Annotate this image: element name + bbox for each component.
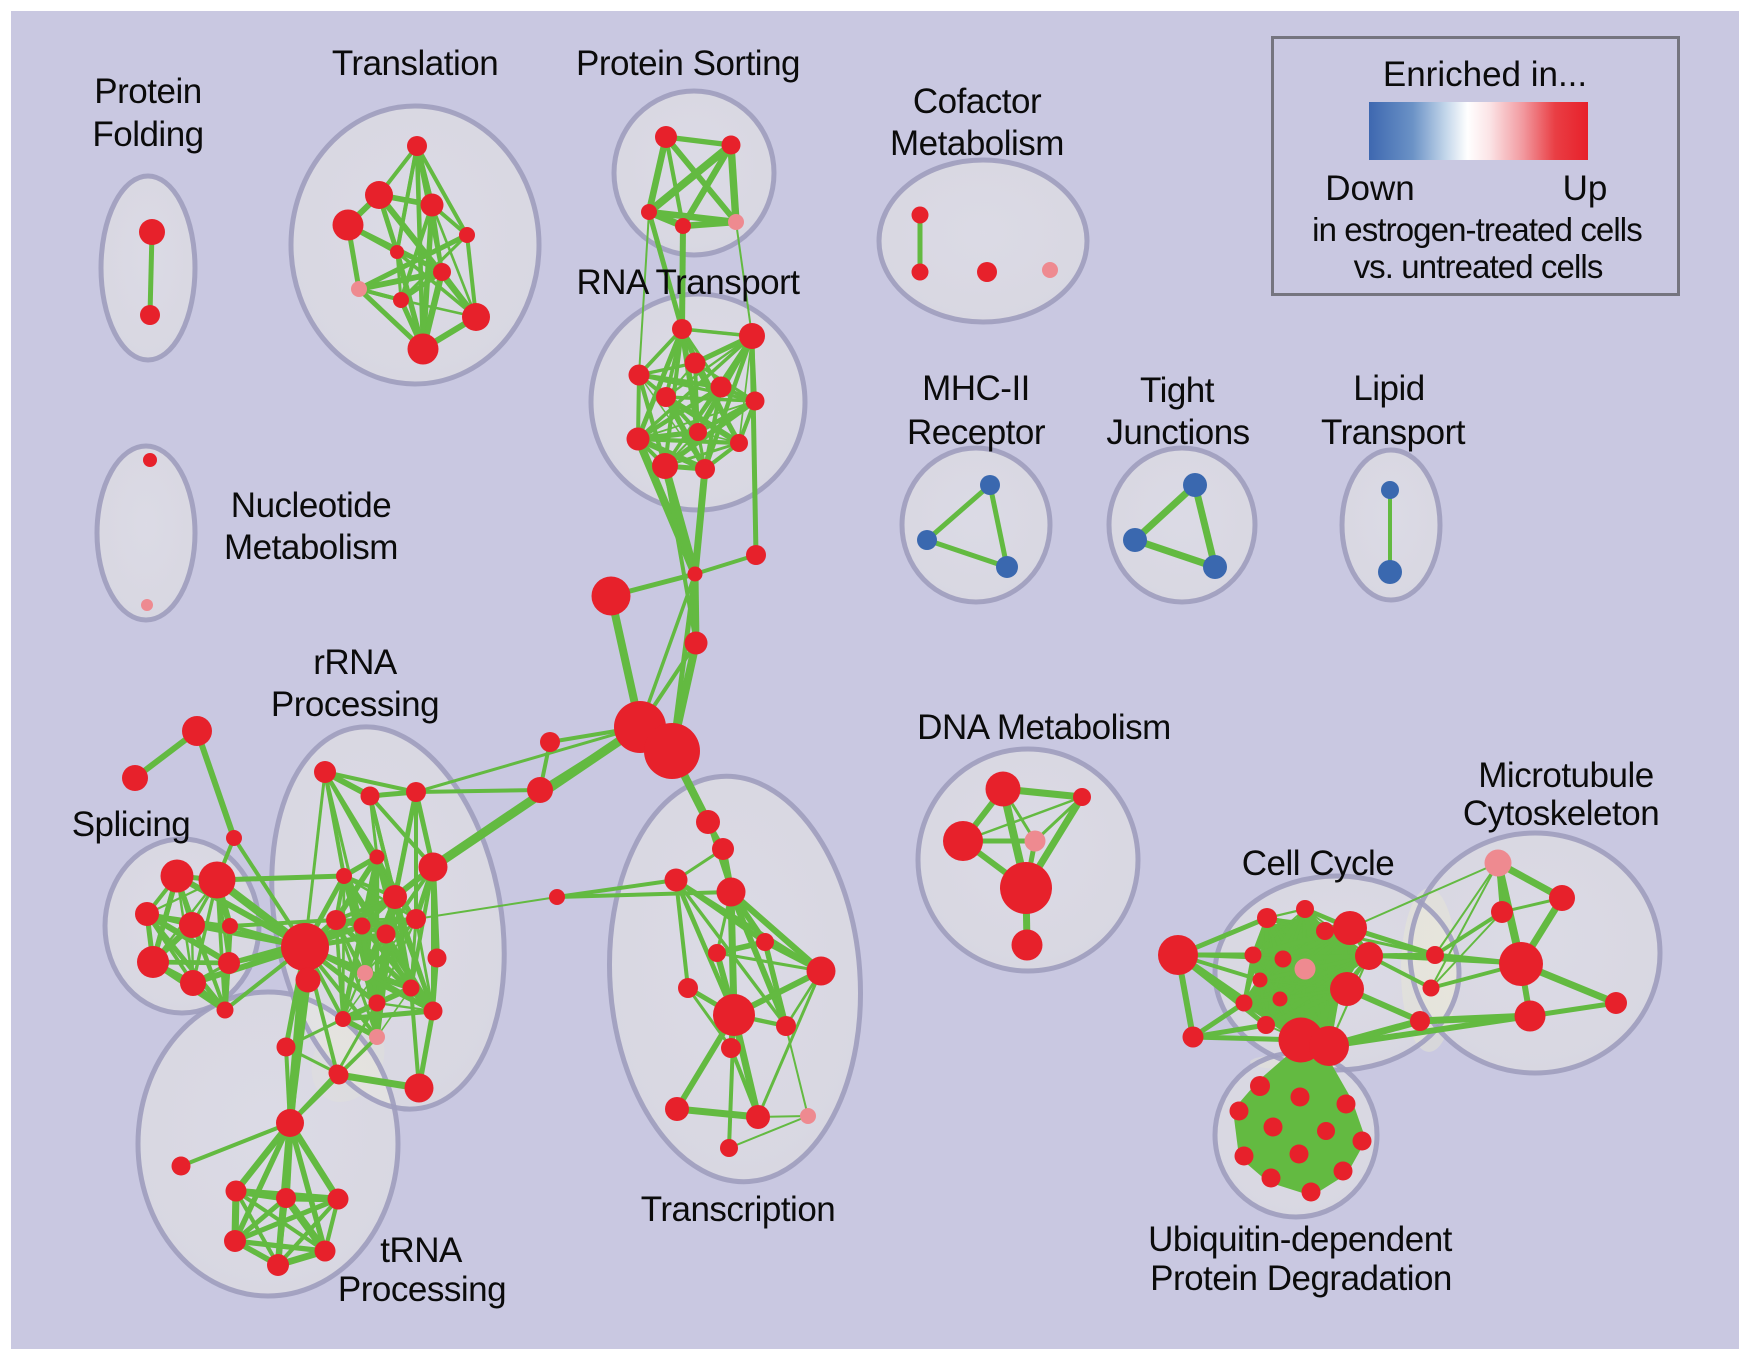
svg-text:Protein Sorting: Protein Sorting	[576, 44, 800, 83]
svg-text:Up: Up	[1563, 169, 1608, 208]
svg-text:tRNA: tRNA	[380, 1231, 463, 1270]
svg-text:Cofactor: Cofactor	[913, 82, 1042, 121]
svg-text:RNA Transport: RNA Transport	[576, 263, 800, 302]
svg-text:Protein Degradation: Protein Degradation	[1150, 1259, 1452, 1298]
svg-text:Cytoskeleton: Cytoskeleton	[1463, 794, 1659, 833]
svg-text:in estrogen-treated cells: in estrogen-treated cells	[1312, 211, 1642, 248]
svg-text:Transcription: Transcription	[641, 1190, 836, 1229]
svg-text:Processing: Processing	[338, 1270, 506, 1309]
svg-text:DNA Metabolism: DNA Metabolism	[917, 708, 1171, 747]
svg-text:Ubiquitin-dependent: Ubiquitin-dependent	[1148, 1220, 1453, 1259]
svg-text:Metabolism: Metabolism	[224, 528, 398, 567]
svg-text:Receptor: Receptor	[907, 413, 1046, 452]
svg-text:Cell Cycle: Cell Cycle	[1242, 844, 1395, 883]
svg-text:Processing: Processing	[271, 685, 439, 724]
svg-text:MHC-II: MHC-II	[922, 369, 1030, 408]
svg-text:Protein: Protein	[94, 72, 201, 111]
svg-text:vs. untreated cells: vs. untreated cells	[1354, 248, 1603, 285]
svg-text:Splicing: Splicing	[72, 805, 191, 844]
svg-text:Metabolism: Metabolism	[890, 124, 1064, 163]
svg-text:rRNA: rRNA	[313, 643, 398, 682]
svg-text:Down: Down	[1325, 169, 1414, 208]
svg-text:Tight: Tight	[1140, 371, 1215, 410]
svg-text:Junctions: Junctions	[1106, 413, 1249, 452]
svg-text:Microtubule: Microtubule	[1478, 756, 1653, 795]
svg-text:Folding: Folding	[92, 115, 203, 154]
svg-text:Translation: Translation	[332, 44, 498, 83]
svg-text:Nucleotide: Nucleotide	[231, 486, 391, 525]
svg-text:Transport: Transport	[1321, 413, 1466, 452]
svg-text:Lipid: Lipid	[1353, 369, 1424, 408]
svg-text:Enriched in...: Enriched in...	[1383, 55, 1587, 94]
